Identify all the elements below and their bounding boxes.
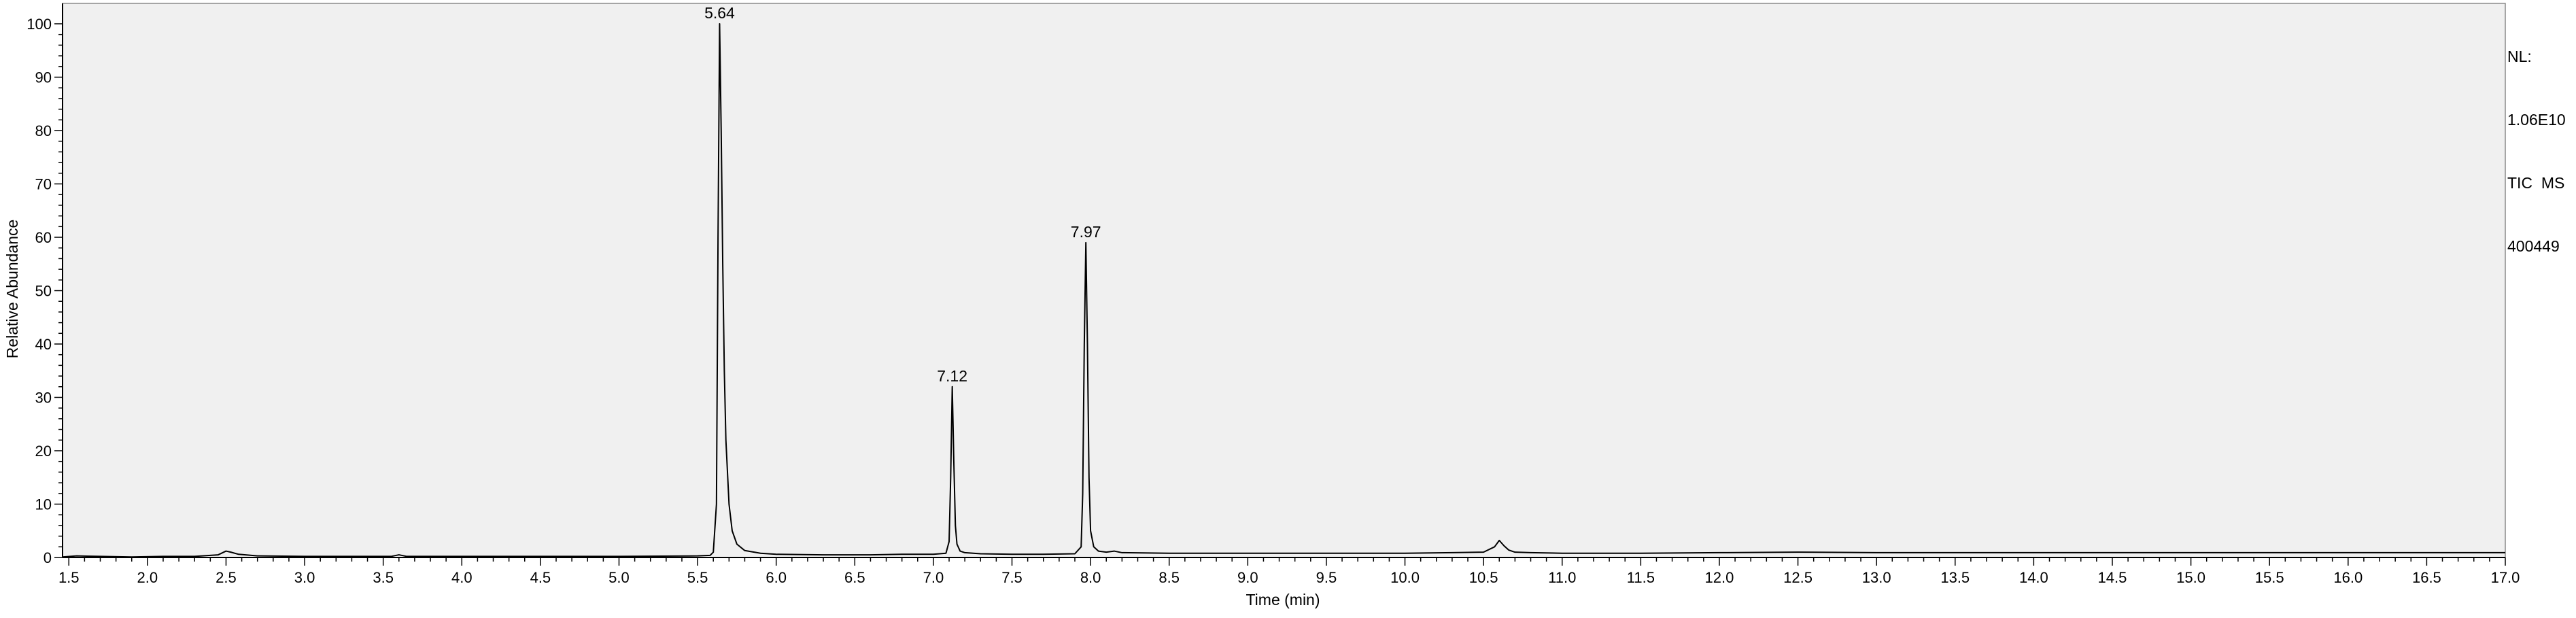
x-tick-label: 3.0 xyxy=(294,569,315,586)
y-tick-label: 10 xyxy=(35,496,52,513)
y-axis: 0 10 20 30 40 50 60 70 80 90 100 xyxy=(27,3,63,566)
x-tick-label: 13.5 xyxy=(1940,569,1970,586)
x-tick-label: 15.0 xyxy=(2176,569,2205,586)
x-tick-label: 2.5 xyxy=(216,569,237,586)
y-tick-label: 90 xyxy=(35,69,52,86)
x-tick-label: 8.0 xyxy=(1080,569,1101,586)
y-tick-label: 100 xyxy=(27,16,52,33)
y-tick-label: 70 xyxy=(35,176,52,193)
x-tick-label: 5.0 xyxy=(608,569,630,586)
y-tick-label: 20 xyxy=(35,443,52,460)
x-tick-label: 14.0 xyxy=(2019,569,2048,586)
x-tick-label: 11.0 xyxy=(1548,569,1576,586)
x-tick-label: 8.5 xyxy=(1158,569,1180,586)
x-tick-label: 4.5 xyxy=(530,569,551,586)
x-axis-title: Time (min) xyxy=(1246,591,1320,608)
scan-filter: TIC MS xyxy=(2507,174,2565,192)
sample-id: 400449 xyxy=(2507,237,2560,255)
x-tick-label: 15.5 xyxy=(2255,569,2284,586)
x-tick-label: 6.5 xyxy=(844,569,865,586)
y-tick-label: 80 xyxy=(35,122,52,139)
normalization-info: NL: 1.06E10 TIC MS 400449 xyxy=(2507,4,2566,278)
x-tick-label: 4.0 xyxy=(451,569,473,586)
x-tick-label: 12.0 xyxy=(1705,569,1734,586)
y-tick-label: 60 xyxy=(35,229,52,246)
x-tick-label: 3.5 xyxy=(373,569,394,586)
plot-area xyxy=(62,3,2506,558)
x-tick-label: 10.0 xyxy=(1390,569,1420,586)
x-tick-label: 5.5 xyxy=(687,569,708,586)
y-tick-label: 0 xyxy=(44,549,52,566)
x-tick-label: 12.5 xyxy=(1783,569,1813,586)
x-tick-label: 7.0 xyxy=(923,569,944,586)
x-tick-label: 16.5 xyxy=(2412,569,2441,586)
x-axis: 1.5 2.0 2.5 3.0 3.5 4.0 4.5 5.0 5.5 6.0 6.5 7.0 7.5 8… xyxy=(58,557,2520,586)
y-tick-label: 40 xyxy=(35,336,52,353)
tic-trace-line xyxy=(62,23,2505,558)
peak-label: 7.97 xyxy=(1071,223,1101,241)
y-tick-label: 50 xyxy=(35,283,52,300)
x-tick-label: 14.5 xyxy=(2098,569,2127,586)
peak-label: 7.12 xyxy=(937,367,967,385)
x-tick-label: 9.5 xyxy=(1316,569,1337,586)
x-tick-label: 11.5 xyxy=(1627,569,1655,586)
x-tick-label: 16.0 xyxy=(2333,569,2363,586)
nl-label: NL: xyxy=(2507,48,2532,65)
x-tick-label: 9.0 xyxy=(1237,569,1258,586)
x-tick-label: 6.0 xyxy=(766,569,787,586)
peak-label: 5.64 xyxy=(704,4,735,22)
x-tick-label: 10.5 xyxy=(1469,569,1498,586)
x-tick-label: 2.0 xyxy=(137,569,158,586)
x-tick-label: 1.5 xyxy=(58,569,80,586)
y-axis-title: Relative Abundance xyxy=(3,220,21,359)
nl-value: 1.06E10 xyxy=(2507,111,2566,128)
x-tick-label: 7.5 xyxy=(1001,569,1023,586)
x-tick-label: 13.0 xyxy=(1862,569,1891,586)
peak-labels: 5.64 7.12 7.97 xyxy=(704,4,1101,385)
y-tick-label: 30 xyxy=(35,390,52,407)
x-tick-label: 17.0 xyxy=(2491,569,2520,586)
